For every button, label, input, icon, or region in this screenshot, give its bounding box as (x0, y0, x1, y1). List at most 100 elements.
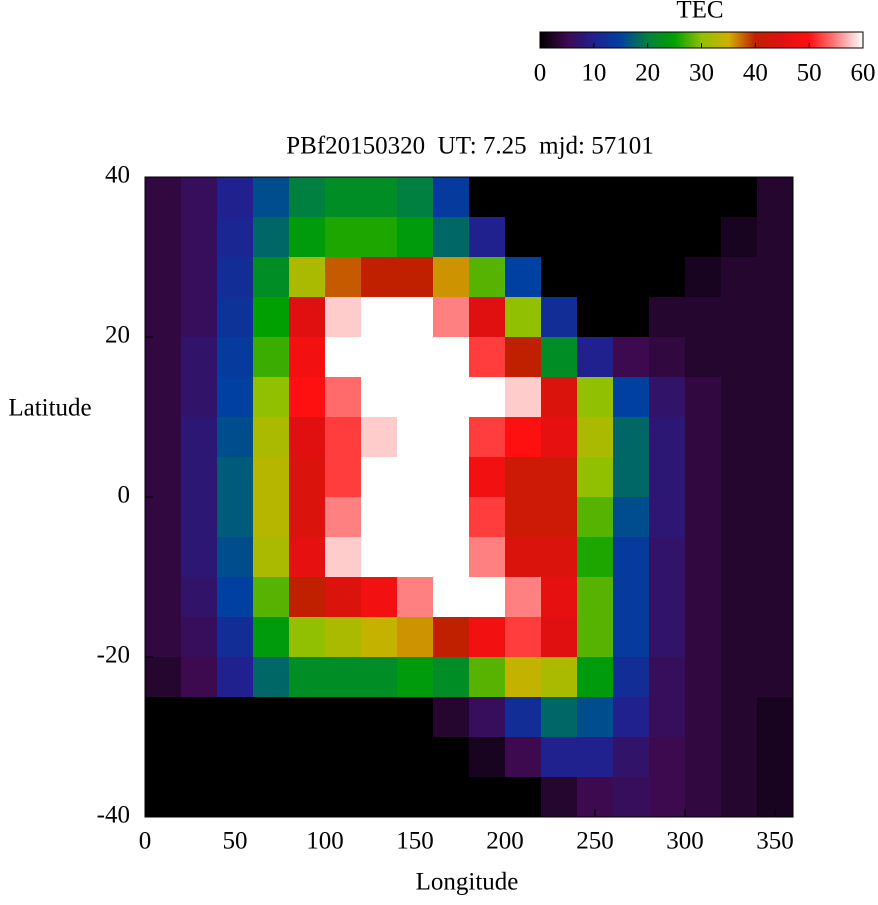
heat-cell (685, 737, 722, 778)
heat-cell (433, 337, 470, 378)
heat-cell (433, 297, 470, 338)
colorbar-tick-label: 30 (689, 60, 714, 87)
heat-cell (181, 737, 218, 778)
heat-cell (325, 257, 362, 298)
heat-cell (505, 177, 542, 218)
heat-cell (433, 497, 470, 538)
heat-cell (577, 457, 614, 498)
heat-cell (541, 297, 578, 338)
heat-cell (325, 217, 362, 258)
heat-cell (253, 777, 290, 818)
heat-cell (181, 657, 218, 698)
heat-cell (289, 537, 326, 578)
heat-cell (325, 737, 362, 778)
heat-cell (577, 537, 614, 578)
heat-cell (721, 217, 758, 258)
heat-cell (397, 537, 434, 578)
heat-cell (649, 217, 686, 258)
heat-cell (397, 577, 434, 618)
heat-cell (685, 217, 722, 258)
heat-cell (469, 177, 506, 218)
heat-cell (325, 617, 362, 658)
heat-cell (613, 217, 650, 258)
heat-cell (613, 697, 650, 738)
heat-cell (397, 737, 434, 778)
heat-cell (217, 537, 254, 578)
heat-cell (721, 257, 758, 298)
colorbar-tick-label: 60 (851, 60, 876, 87)
colorbar-tick-label: 10 (581, 60, 606, 87)
heat-cell (361, 217, 398, 258)
heat-cell (685, 377, 722, 418)
heat-cell (505, 377, 542, 418)
heat-cell (613, 177, 650, 218)
heat-cell (325, 537, 362, 578)
heat-cell (397, 257, 434, 298)
heat-cell (325, 657, 362, 698)
heat-cell (685, 457, 722, 498)
heat-cell (289, 177, 326, 218)
heat-cell (577, 177, 614, 218)
heat-cell (289, 577, 326, 618)
heat-cell (145, 577, 182, 618)
heat-cell (433, 657, 470, 698)
heat-cell (361, 417, 398, 458)
heat-cell (469, 297, 506, 338)
heat-cell (217, 417, 254, 458)
heat-cell (253, 737, 290, 778)
heat-cell (505, 697, 542, 738)
heat-cell (577, 737, 614, 778)
heat-cell (505, 297, 542, 338)
heat-cell (577, 657, 614, 698)
heat-cell (505, 577, 542, 618)
heat-cell (649, 777, 686, 818)
heat-cell (757, 577, 794, 618)
heat-cell (397, 297, 434, 338)
heat-cell (397, 337, 434, 378)
heat-cell (217, 657, 254, 698)
heat-cell (505, 417, 542, 458)
heat-cell (325, 577, 362, 618)
x-tick-label: 150 (396, 828, 434, 855)
heat-cell (721, 537, 758, 578)
heat-cell (757, 177, 794, 218)
heat-cell (505, 257, 542, 298)
heat-cell (721, 377, 758, 418)
heat-cell (397, 417, 434, 458)
heat-cell (253, 297, 290, 338)
heat-cell (649, 537, 686, 578)
heat-cell (289, 217, 326, 258)
heat-cell (469, 417, 506, 458)
heat-cell (757, 257, 794, 298)
heat-cell (721, 497, 758, 538)
heat-cell (217, 697, 254, 738)
heat-cell (253, 617, 290, 658)
heat-cell (685, 417, 722, 458)
heat-cell (541, 257, 578, 298)
heat-cell (757, 417, 794, 458)
heat-cell (289, 497, 326, 538)
heat-cell (757, 217, 794, 258)
heat-cell (433, 217, 470, 258)
heat-cell (145, 217, 182, 258)
heat-cell (469, 537, 506, 578)
heat-cell (181, 697, 218, 738)
heat-cell (289, 777, 326, 818)
heat-cell (145, 617, 182, 658)
heat-cell (289, 697, 326, 738)
heat-cell (469, 457, 506, 498)
heat-cell (145, 697, 182, 738)
heat-cell (253, 537, 290, 578)
heat-cell (505, 657, 542, 698)
x-axis-label: Longitude (416, 869, 519, 896)
heat-cell (289, 297, 326, 338)
heat-cell (217, 377, 254, 418)
heat-cell (649, 417, 686, 458)
heat-cell (145, 377, 182, 418)
heat-cell (613, 537, 650, 578)
heat-cell (541, 337, 578, 378)
heat-cell (181, 417, 218, 458)
heat-cell (361, 457, 398, 498)
heat-cell (685, 617, 722, 658)
